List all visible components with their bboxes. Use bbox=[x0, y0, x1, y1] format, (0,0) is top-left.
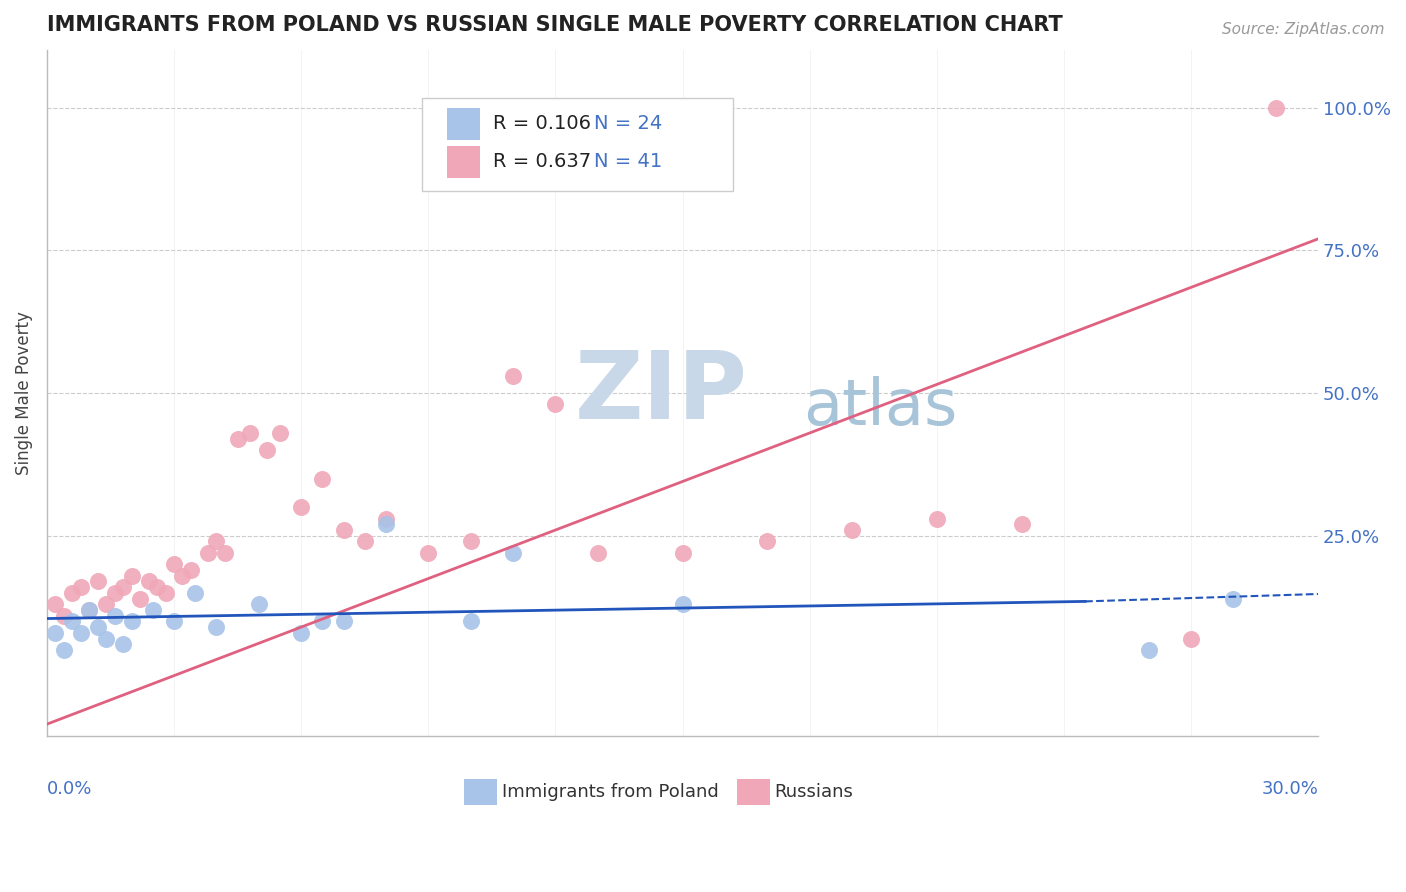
Text: N = 41: N = 41 bbox=[593, 153, 662, 171]
Point bbox=[460, 615, 482, 629]
Point bbox=[290, 625, 312, 640]
Point bbox=[77, 603, 100, 617]
Point bbox=[1011, 517, 1033, 532]
Text: R = 0.637: R = 0.637 bbox=[494, 153, 591, 171]
Point bbox=[226, 432, 249, 446]
Text: ZIP: ZIP bbox=[575, 347, 748, 439]
Point bbox=[52, 608, 75, 623]
Point bbox=[104, 586, 127, 600]
Point bbox=[129, 591, 152, 606]
Point bbox=[756, 534, 779, 549]
Point bbox=[138, 574, 160, 589]
Point bbox=[418, 546, 440, 560]
Point bbox=[239, 425, 262, 440]
Point bbox=[353, 534, 375, 549]
Point bbox=[374, 517, 396, 532]
Point bbox=[163, 558, 186, 572]
Point bbox=[460, 534, 482, 549]
Point bbox=[214, 546, 236, 560]
Point bbox=[290, 500, 312, 515]
Point bbox=[69, 580, 91, 594]
Text: Immigrants from Poland: Immigrants from Poland bbox=[502, 783, 718, 801]
Point bbox=[671, 597, 693, 611]
Point bbox=[925, 511, 948, 525]
Point bbox=[205, 620, 228, 634]
FancyBboxPatch shape bbox=[422, 98, 734, 191]
Text: Source: ZipAtlas.com: Source: ZipAtlas.com bbox=[1222, 22, 1385, 37]
Y-axis label: Single Male Poverty: Single Male Poverty bbox=[15, 311, 32, 475]
Point bbox=[112, 580, 135, 594]
Text: atlas: atlas bbox=[803, 376, 957, 438]
Point bbox=[77, 603, 100, 617]
Point bbox=[311, 472, 333, 486]
Point bbox=[52, 643, 75, 657]
Point bbox=[247, 597, 270, 611]
Point bbox=[96, 632, 118, 646]
Point bbox=[374, 511, 396, 525]
FancyBboxPatch shape bbox=[447, 108, 481, 140]
Point bbox=[586, 546, 609, 560]
Point bbox=[1264, 101, 1286, 115]
Point bbox=[121, 615, 143, 629]
Point bbox=[87, 574, 110, 589]
FancyBboxPatch shape bbox=[464, 779, 496, 805]
Text: Russians: Russians bbox=[775, 783, 853, 801]
Point bbox=[269, 425, 291, 440]
Text: 30.0%: 30.0% bbox=[1261, 780, 1319, 798]
Point bbox=[104, 608, 127, 623]
Point bbox=[96, 597, 118, 611]
Point bbox=[146, 580, 169, 594]
Point bbox=[163, 615, 186, 629]
Point bbox=[1222, 591, 1244, 606]
Text: IMMIGRANTS FROM POLAND VS RUSSIAN SINGLE MALE POVERTY CORRELATION CHART: IMMIGRANTS FROM POLAND VS RUSSIAN SINGLE… bbox=[46, 15, 1063, 35]
Point bbox=[502, 546, 524, 560]
Point bbox=[155, 586, 177, 600]
Point bbox=[1180, 632, 1202, 646]
Point bbox=[69, 625, 91, 640]
Point bbox=[121, 568, 143, 582]
Point bbox=[87, 620, 110, 634]
Point bbox=[841, 523, 863, 537]
Point bbox=[1137, 643, 1160, 657]
Point bbox=[671, 546, 693, 560]
Point bbox=[332, 523, 354, 537]
Point bbox=[205, 534, 228, 549]
Point bbox=[256, 443, 278, 458]
Point bbox=[60, 615, 83, 629]
Text: 0.0%: 0.0% bbox=[46, 780, 93, 798]
Point bbox=[184, 586, 207, 600]
Point bbox=[112, 637, 135, 651]
Text: R = 0.106: R = 0.106 bbox=[494, 114, 591, 134]
Point bbox=[44, 625, 66, 640]
Point bbox=[44, 597, 66, 611]
Point bbox=[502, 368, 524, 383]
Point bbox=[172, 568, 194, 582]
FancyBboxPatch shape bbox=[737, 779, 770, 805]
Text: N = 24: N = 24 bbox=[593, 114, 662, 134]
Point bbox=[544, 397, 567, 411]
Point bbox=[332, 615, 354, 629]
Point bbox=[142, 603, 165, 617]
Point bbox=[180, 563, 202, 577]
FancyBboxPatch shape bbox=[447, 146, 481, 178]
Point bbox=[197, 546, 219, 560]
Point bbox=[311, 615, 333, 629]
Point bbox=[60, 586, 83, 600]
